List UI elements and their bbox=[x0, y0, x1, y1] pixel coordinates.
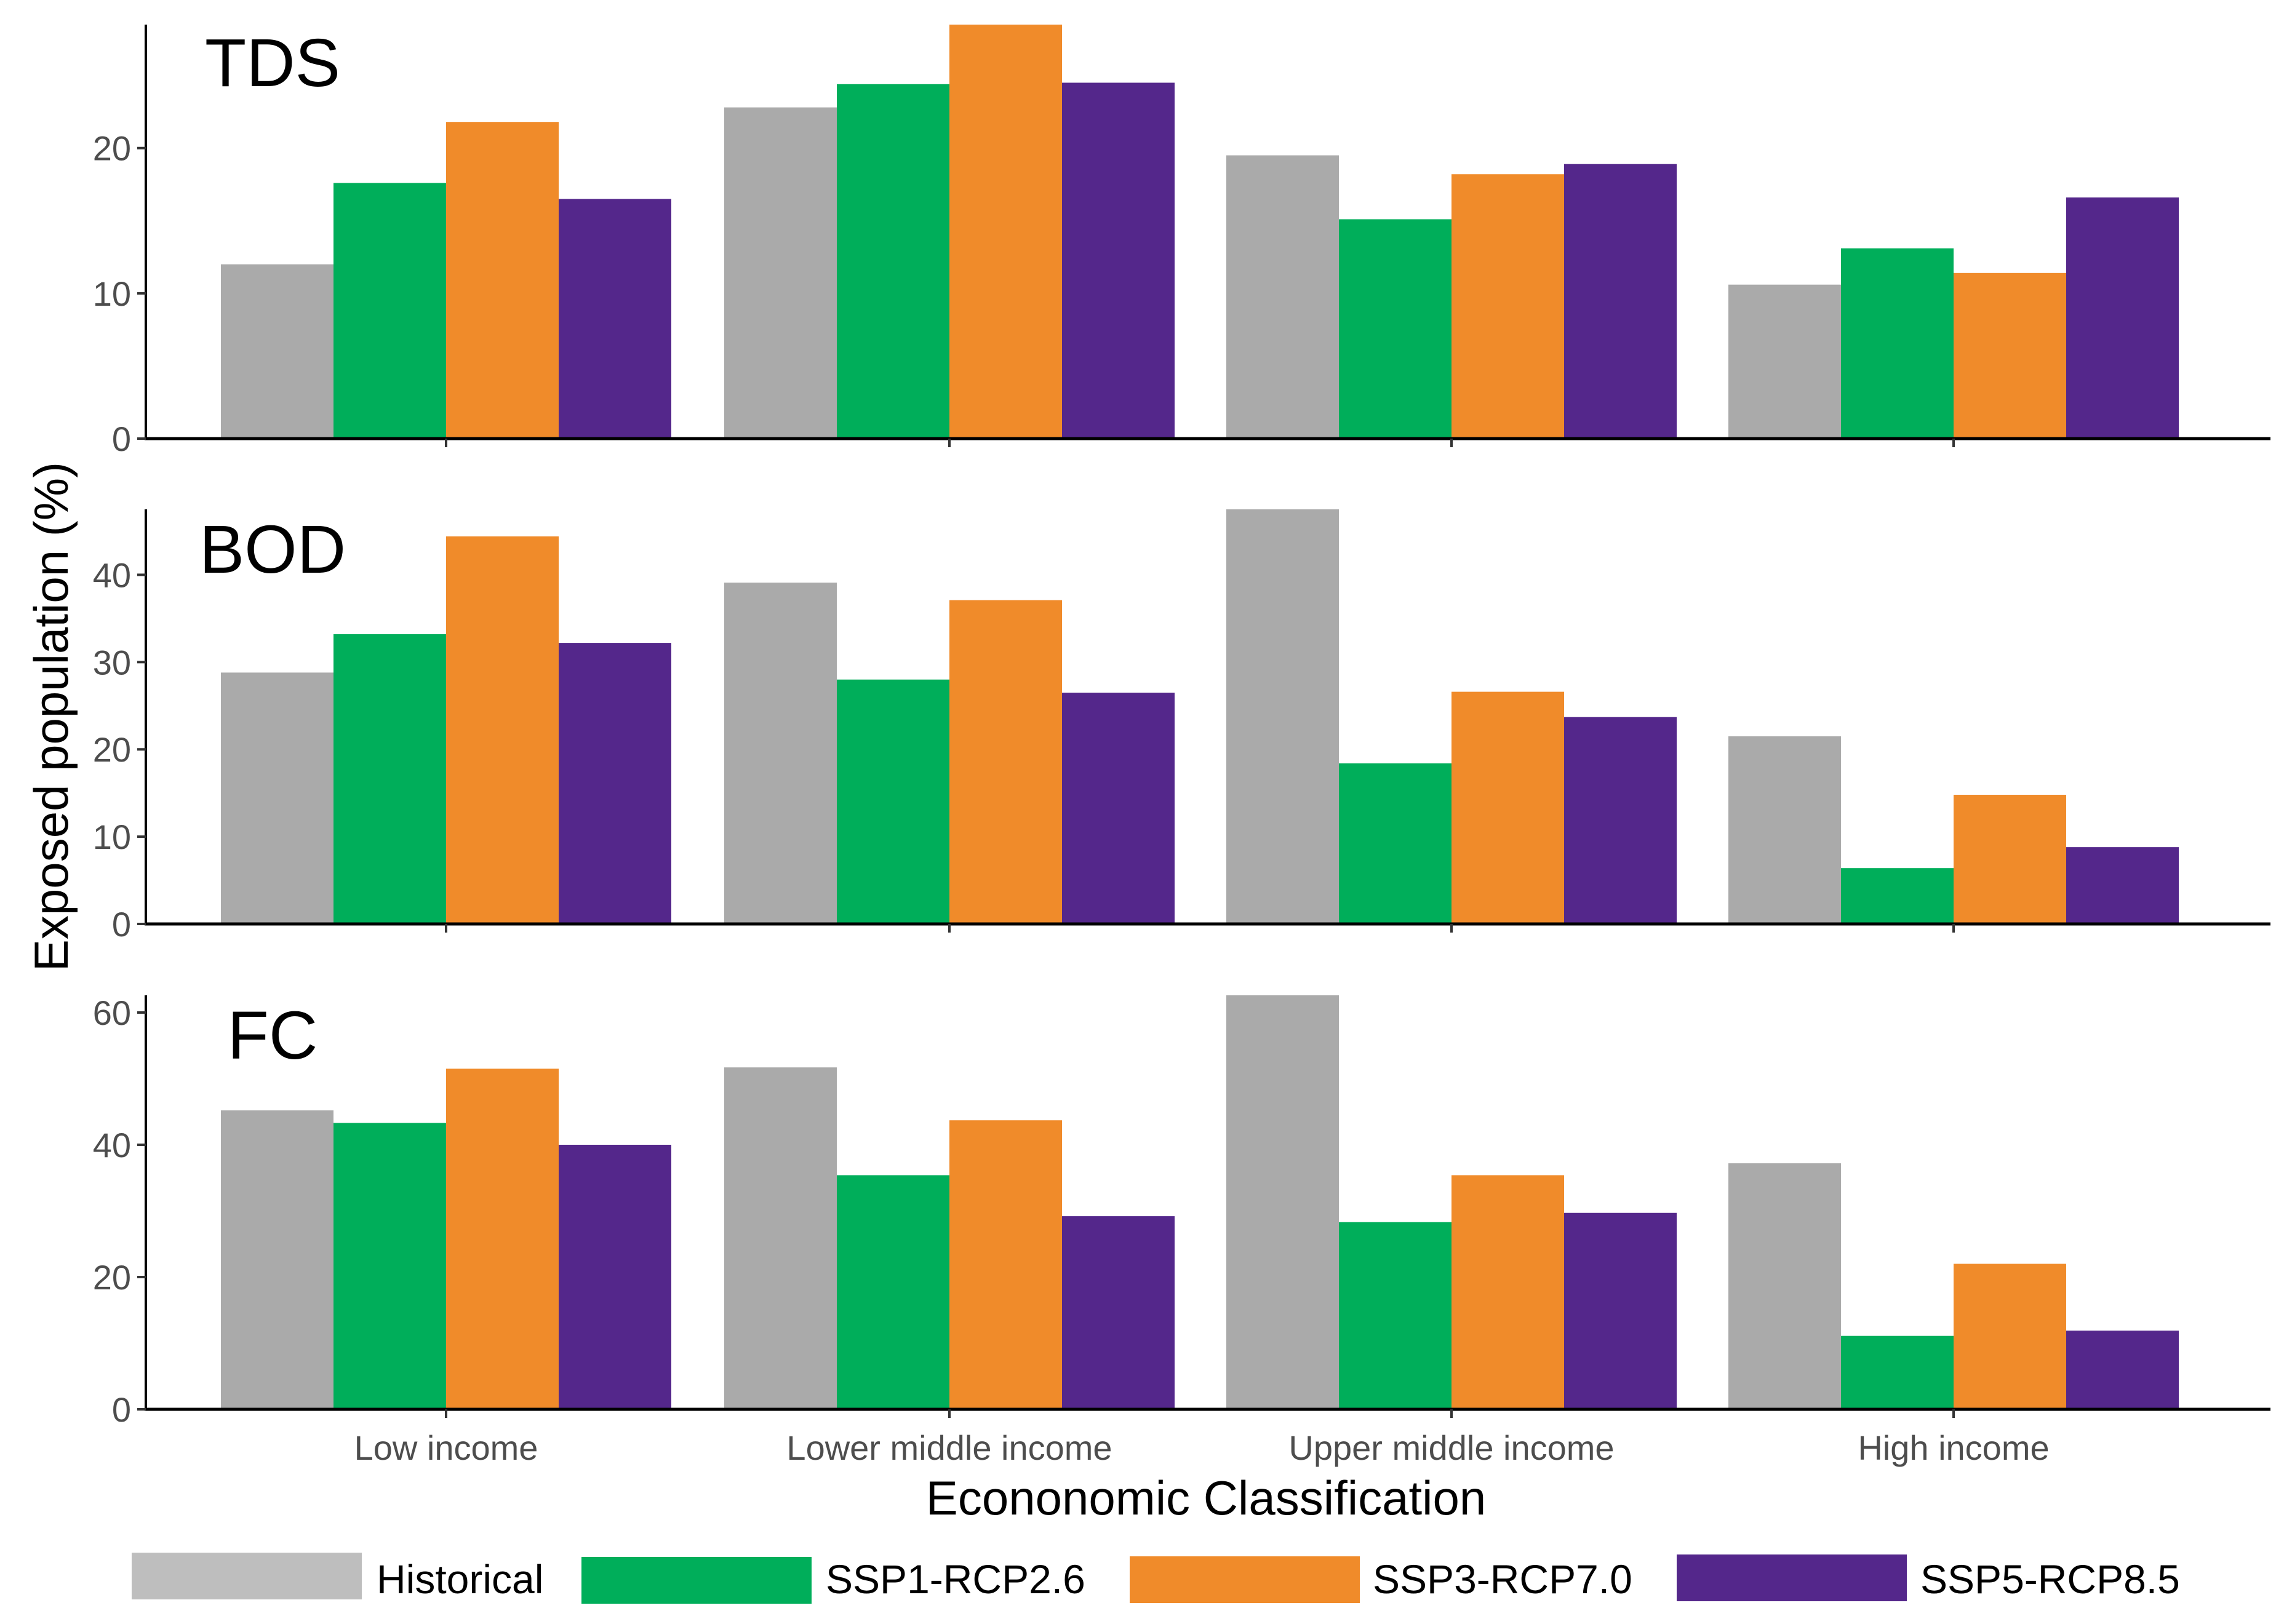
legend-label: SSP5-RCP8.5 bbox=[1920, 1556, 2180, 1602]
legend-label: SSP3-RCP7.0 bbox=[1373, 1556, 1632, 1602]
legend-item-ssp1-rcp26: SSP1-RCP2.6 bbox=[581, 1556, 1085, 1604]
panel-fc: 0 20 40 60 FC bbox=[93, 993, 2270, 1429]
legend-swatch bbox=[581, 1557, 812, 1604]
bar-tds-ssp3-rcp70-2 bbox=[1451, 174, 1564, 439]
bar-bod-ssp5-rcp85-0 bbox=[559, 643, 671, 924]
bar-bod-historical-3 bbox=[1728, 736, 1841, 924]
bar-bod-historical-1 bbox=[724, 583, 837, 924]
bar-fc-ssp1-rcp26-3 bbox=[1841, 1335, 1954, 1409]
x-tick-label: Upper middle income bbox=[1288, 1428, 1614, 1467]
bar-fc-ssp1-rcp26-0 bbox=[333, 1123, 446, 1409]
y-tick-label: 40 bbox=[93, 555, 131, 594]
legend-label: Historical bbox=[377, 1556, 543, 1602]
bar-tds-ssp1-rcp26-1 bbox=[837, 84, 949, 439]
y-tick-label: 0 bbox=[112, 420, 131, 458]
panel-bod: 0 10 20 30 40 BOD bbox=[93, 509, 2270, 944]
x-tick-labels: Low income Lower middle income Upper middl… bbox=[354, 1428, 2050, 1467]
bar-fc-ssp3-rcp70-1 bbox=[949, 1120, 1062, 1409]
bar-fc-historical-2 bbox=[1226, 995, 1339, 1409]
bar-fc-ssp5-rcp85-2 bbox=[1564, 1212, 1677, 1409]
legend: Historical SSP1-RCP2.6 SSP3-RCP7.0 SSP5-RCP… bbox=[132, 1553, 2180, 1604]
bar-bod-ssp3-rcp70-1 bbox=[949, 600, 1062, 924]
x-tick-label: Low income bbox=[354, 1428, 538, 1467]
bar-tds-ssp1-rcp26-0 bbox=[333, 183, 446, 439]
bar-bod-ssp1-rcp26-3 bbox=[1841, 868, 1954, 924]
bar-bod-ssp3-rcp70-2 bbox=[1451, 691, 1564, 924]
bar-fc-ssp1-rcp26-1 bbox=[837, 1175, 949, 1409]
bar-fc-ssp3-rcp70-2 bbox=[1451, 1175, 1564, 1409]
bar-fc-historical-1 bbox=[724, 1067, 837, 1409]
y-tick-label: 10 bbox=[93, 818, 131, 856]
panel-label-tds: TDS bbox=[205, 25, 340, 101]
bar-fc-ssp5-rcp85-3 bbox=[2066, 1331, 2179, 1409]
bar-bod-ssp5-rcp85-2 bbox=[1564, 717, 1677, 924]
bar-tds-historical-1 bbox=[724, 107, 837, 439]
bar-tds-ssp5-rcp85-1 bbox=[1062, 82, 1175, 439]
bar-tds-ssp3-rcp70-0 bbox=[446, 122, 559, 439]
legend-label: SSP1-RCP2.6 bbox=[826, 1556, 1085, 1602]
y-tick-label: 30 bbox=[93, 643, 131, 682]
panel-tds: 0 10 20 TDS bbox=[93, 25, 2270, 458]
bar-tds-ssp1-rcp26-3 bbox=[1841, 248, 1954, 439]
y-tick-label: 40 bbox=[93, 1126, 131, 1164]
legend-swatch bbox=[132, 1553, 362, 1599]
bar-bod-ssp1-rcp26-2 bbox=[1339, 763, 1451, 924]
bar-bod-historical-0 bbox=[221, 672, 333, 924]
bar-tds-historical-3 bbox=[1728, 284, 1841, 439]
bar-tds-ssp1-rcp26-2 bbox=[1339, 219, 1451, 439]
bar-bod-ssp5-rcp85-1 bbox=[1062, 692, 1175, 924]
bar-tds-historical-2 bbox=[1226, 155, 1339, 439]
legend-item-ssp3-rcp70: SSP3-RCP7.0 bbox=[1130, 1556, 1632, 1603]
y-tick-label: 20 bbox=[93, 129, 131, 168]
bar-fc-ssp3-rcp70-0 bbox=[446, 1069, 559, 1409]
bar-tds-ssp3-rcp70-3 bbox=[1954, 273, 2066, 439]
y-tick-label: 0 bbox=[112, 1390, 131, 1429]
x-axis-title: Econonomic Classification bbox=[926, 1471, 1486, 1525]
bar-tds-ssp3-rcp70-1 bbox=[949, 25, 1062, 439]
y-tick-label: 20 bbox=[93, 1258, 131, 1297]
bar-bod-ssp5-rcp85-3 bbox=[2066, 847, 2179, 924]
bar-bod-ssp1-rcp26-0 bbox=[333, 634, 446, 924]
chart-panels: 0 10 20 TDS 0 10 20 30 40 BOD 0 20 40 60 FC bbox=[93, 25, 2270, 1429]
panel-label-fc: FC bbox=[228, 998, 318, 1073]
bar-tds-historical-0 bbox=[221, 264, 333, 439]
bar-fc-ssp1-rcp26-2 bbox=[1339, 1222, 1451, 1409]
x-tick-label: Lower middle income bbox=[786, 1428, 1112, 1467]
legend-swatch bbox=[1677, 1554, 1907, 1601]
legend-item-historical: Historical bbox=[132, 1553, 543, 1602]
bar-fc-historical-3 bbox=[1728, 1163, 1841, 1409]
bar-bod-ssp1-rcp26-1 bbox=[837, 679, 949, 924]
bar-fc-ssp5-rcp85-0 bbox=[559, 1144, 671, 1409]
y-axis-title: Exposed population (%) bbox=[24, 462, 78, 971]
y-tick-label: 60 bbox=[93, 993, 131, 1032]
y-tick-label: 0 bbox=[112, 905, 131, 944]
x-tick-label: High income bbox=[1858, 1428, 2049, 1467]
bar-bod-ssp3-rcp70-0 bbox=[446, 536, 559, 924]
bar-tds-ssp5-rcp85-0 bbox=[559, 199, 671, 439]
legend-item-ssp5-rcp85: SSP5-RCP8.5 bbox=[1677, 1554, 2180, 1602]
bar-bod-historical-2 bbox=[1226, 509, 1339, 924]
y-tick-label: 10 bbox=[93, 274, 131, 313]
y-tick-label: 20 bbox=[93, 730, 131, 769]
legend-swatch bbox=[1130, 1556, 1360, 1603]
bar-bod-ssp3-rcp70-3 bbox=[1954, 794, 2066, 924]
panel-label-bod: BOD bbox=[199, 512, 346, 587]
bar-tds-ssp5-rcp85-3 bbox=[2066, 197, 2179, 439]
bar-fc-ssp3-rcp70-3 bbox=[1954, 1264, 2066, 1409]
bar-fc-historical-0 bbox=[221, 1110, 333, 1409]
bar-fc-ssp5-rcp85-1 bbox=[1062, 1216, 1175, 1409]
bar-tds-ssp5-rcp85-2 bbox=[1564, 164, 1677, 439]
